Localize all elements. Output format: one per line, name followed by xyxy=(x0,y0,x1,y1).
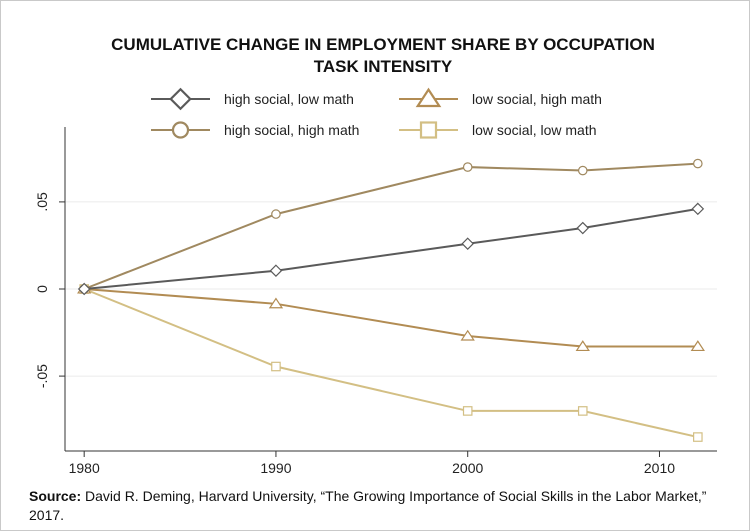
y-tick-label: 0 xyxy=(34,285,50,293)
data-point-square xyxy=(693,432,703,442)
data-point-circle xyxy=(577,165,588,176)
chart-title-line-2: TASK INTENSITY xyxy=(314,57,453,76)
x-tick-label: 2000 xyxy=(452,460,483,476)
series-line xyxy=(83,288,699,439)
data-point-diamond xyxy=(691,202,705,216)
data-point-circle xyxy=(462,162,473,172)
x-tick-label: 1990 xyxy=(260,460,291,476)
legend-marker-circle xyxy=(171,121,190,139)
data-point-diamond xyxy=(461,237,475,251)
legend: high social, low math low social, high ma… xyxy=(151,87,602,139)
series-line xyxy=(84,207,698,290)
series-line xyxy=(84,288,698,348)
source-note: Source: David R. Deming, Harvard Univers… xyxy=(29,487,729,525)
y-tick-label: .05 xyxy=(34,192,50,212)
legend-label: low social, high math xyxy=(472,91,602,107)
y-tick-label: -.05 xyxy=(34,364,50,388)
source-text: David R. Deming, Harvard University, “Th… xyxy=(29,488,707,523)
data-point-circle xyxy=(693,158,703,169)
data-point-triangle xyxy=(460,329,475,341)
data-point-triangle xyxy=(690,340,705,352)
x-tick-label: 1980 xyxy=(69,460,100,476)
x-tick-label: 2010 xyxy=(644,460,675,476)
line-chart: CUMULATIVE CHANGE IN EMPLOYMENT SHARE BY… xyxy=(34,35,717,476)
data-point-triangle xyxy=(268,297,284,309)
legend-marker-diamond xyxy=(169,87,192,111)
legend-marker-triangle xyxy=(415,87,442,108)
legend-label: low social, low math xyxy=(472,122,597,138)
legend-marker-square xyxy=(419,121,438,139)
data-point-square xyxy=(271,361,281,372)
axes: .05 0 -.05 1980 1990 2000 2010 xyxy=(34,127,717,476)
chart-title-line-1: CUMULATIVE CHANGE IN EMPLOYMENT SHARE BY… xyxy=(111,35,655,54)
data-point-square xyxy=(577,406,588,416)
data-point-circle xyxy=(271,209,281,219)
data-point-triangle xyxy=(575,340,590,352)
legend-label: high social, high math xyxy=(224,122,359,138)
data-point-diamond xyxy=(77,282,91,296)
legend-label: high social, low math xyxy=(224,91,354,107)
grid-lines xyxy=(65,201,717,377)
data-point-diamond xyxy=(576,221,590,235)
data-point-diamond xyxy=(269,264,283,278)
source-label: Source: xyxy=(29,488,82,504)
data-point-square xyxy=(462,406,473,416)
series-line xyxy=(83,162,698,290)
series-group xyxy=(77,158,705,442)
